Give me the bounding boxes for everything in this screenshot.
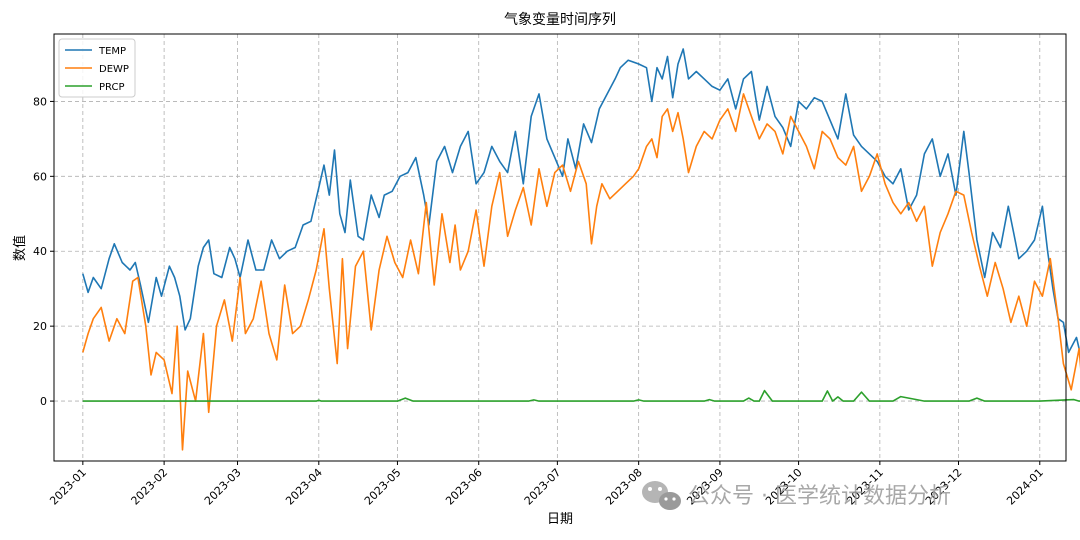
legend-label: PRCP [99, 82, 125, 93]
legend-label: DEWP [99, 64, 129, 75]
y-tick-label: 60 [33, 170, 47, 183]
x-tick-label: 2023-06 [443, 466, 485, 508]
x-tick-label: 2023-02 [129, 466, 171, 508]
chart-title: 气象变量时间序列 [504, 12, 616, 28]
y-tick-label: 40 [33, 245, 47, 258]
plot-frame [53, 33, 1067, 462]
watermark-text: 公众号 · 医学统计数据分析 [688, 484, 951, 509]
y-axis: 0 20 40 60 80 [33, 95, 54, 408]
y-tick-label: 0 [40, 395, 47, 408]
legend-box [58, 38, 136, 98]
series-line-temp [82, 48, 1080, 357]
y-tick-label: 20 [33, 320, 47, 333]
x-tick-label: 2024-01 [1004, 466, 1046, 508]
y-tick-label: 80 [33, 95, 47, 108]
y-axis-title: 数值 [12, 235, 28, 261]
x-tick-label: 2023-03 [202, 466, 244, 508]
x-tick-label: 2023-04 [283, 466, 325, 508]
x-tick-label: 2023-08 [603, 466, 645, 508]
x-axis-title: 日期 [547, 512, 573, 527]
series-layer [82, 48, 1080, 451]
legend: TEMP DEWP PRCP [58, 38, 136, 98]
x-tick-label: 2023-05 [362, 466, 404, 508]
series-line-prcp [82, 389, 1080, 402]
grid [54, 34, 1066, 461]
x-tick-label: 2023-07 [522, 466, 564, 508]
watermark: 公众号 · 医学统计数据分析 [642, 481, 951, 510]
legend-label: TEMP [98, 46, 126, 57]
wechat-icon [642, 481, 681, 510]
series-line-dewp [82, 93, 1080, 451]
x-tick-label: 2023-01 [47, 466, 89, 508]
